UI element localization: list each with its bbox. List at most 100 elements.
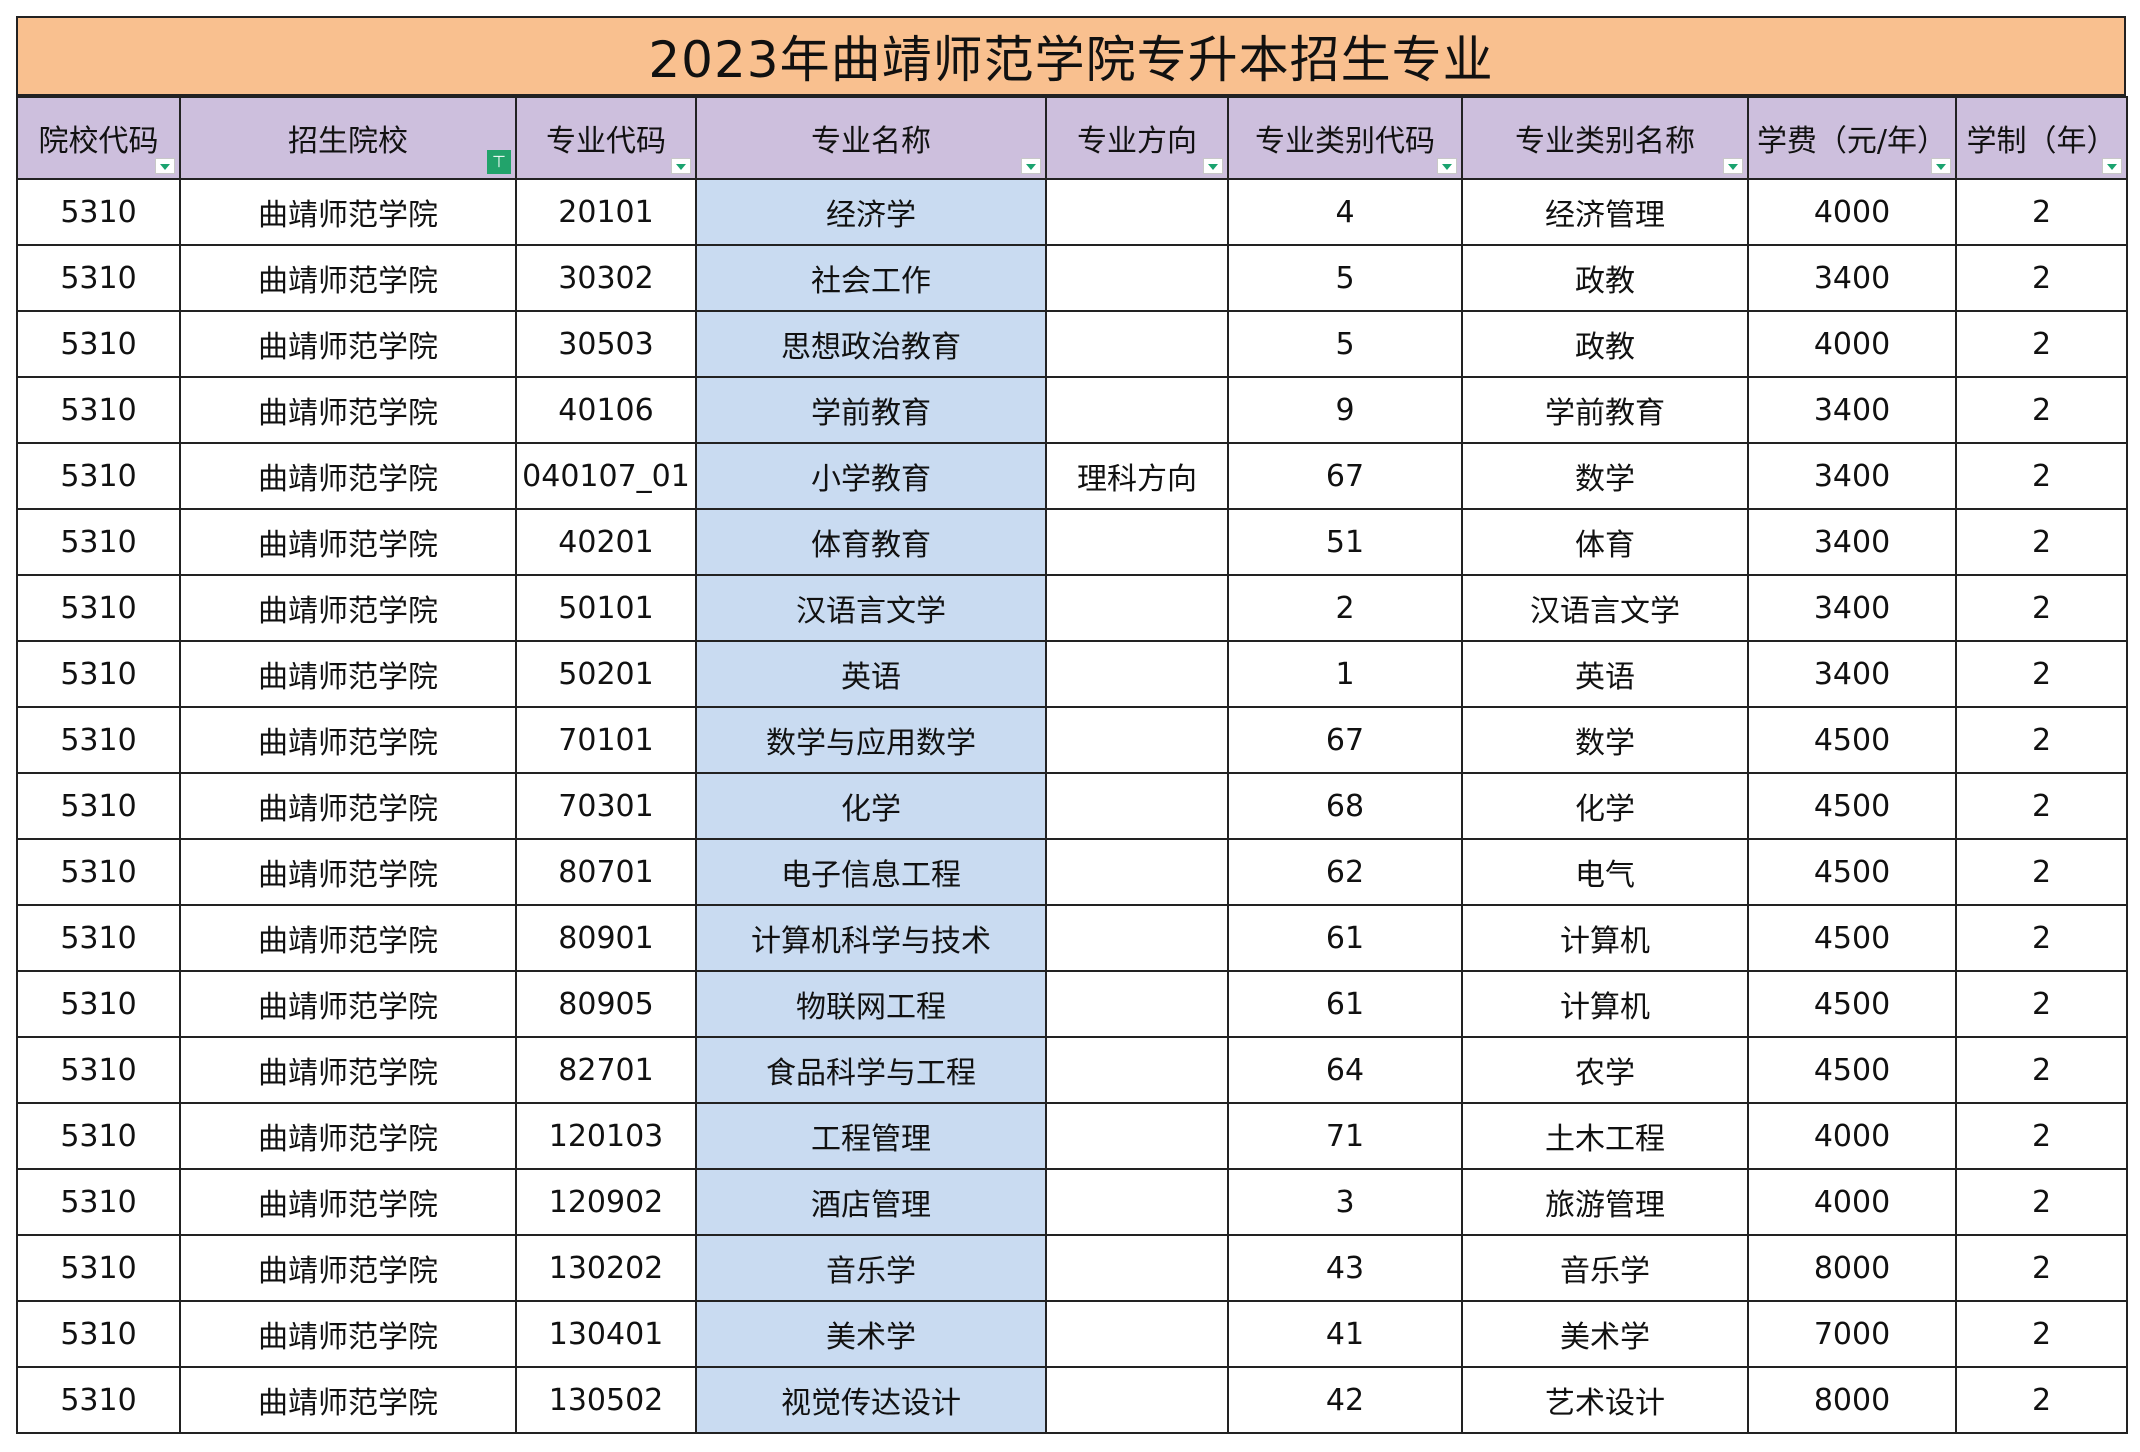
table-cell[interactable]: 5310 — [16, 1036, 181, 1104]
filter-dropdown-icon[interactable] — [1437, 158, 1457, 174]
table-cell[interactable]: 音乐学 — [1461, 1234, 1749, 1302]
table-cell[interactable]: 3400 — [1747, 376, 1957, 444]
table-cell[interactable]: 计算机 — [1461, 970, 1749, 1038]
table-cell[interactable] — [1045, 1366, 1229, 1434]
table-cell[interactable]: 43 — [1227, 1234, 1463, 1302]
table-cell[interactable]: 67 — [1227, 706, 1463, 774]
table-cell[interactable]: 汉语言文学 — [695, 574, 1047, 642]
table-cell[interactable]: 2 — [1955, 1300, 2128, 1368]
table-cell[interactable]: 曲靖师范学院 — [179, 178, 517, 246]
table-cell[interactable]: 5 — [1227, 244, 1463, 312]
table-cell[interactable]: 曲靖师范学院 — [179, 640, 517, 708]
table-cell[interactable]: 曲靖师范学院 — [179, 1300, 517, 1368]
table-cell[interactable]: 曲靖师范学院 — [179, 1366, 517, 1434]
table-cell[interactable]: 70101 — [515, 706, 697, 774]
table-cell[interactable]: 62 — [1227, 838, 1463, 906]
table-cell[interactable]: 5310 — [16, 706, 181, 774]
table-cell[interactable]: 5310 — [16, 574, 181, 642]
table-cell[interactable]: 2 — [1955, 1036, 2128, 1104]
table-cell[interactable]: 土木工程 — [1461, 1102, 1749, 1170]
table-cell[interactable]: 电子信息工程 — [695, 838, 1047, 906]
filter-dropdown-icon[interactable] — [155, 158, 175, 174]
table-cell[interactable]: 曲靖师范学院 — [179, 706, 517, 774]
table-cell[interactable]: 67 — [1227, 442, 1463, 510]
table-cell[interactable]: 2 — [1955, 904, 2128, 972]
table-cell[interactable]: 理科方向 — [1045, 442, 1229, 510]
table-cell[interactable]: 政教 — [1461, 310, 1749, 378]
table-cell[interactable]: 曲靖师范学院 — [179, 442, 517, 510]
table-cell[interactable]: 英语 — [695, 640, 1047, 708]
table-cell[interactable]: 计算机 — [1461, 904, 1749, 972]
table-cell[interactable]: 电气 — [1461, 838, 1749, 906]
table-cell[interactable]: 2 — [1955, 706, 2128, 774]
table-cell[interactable]: 120902 — [515, 1168, 697, 1236]
table-cell[interactable]: 2 — [1955, 1102, 2128, 1170]
table-cell[interactable]: 曲靖师范学院 — [179, 1168, 517, 1236]
table-cell[interactable]: 学前教育 — [695, 376, 1047, 444]
table-cell[interactable]: 30503 — [515, 310, 697, 378]
table-cell[interactable]: 曲靖师范学院 — [179, 376, 517, 444]
table-cell[interactable]: 5310 — [16, 1168, 181, 1236]
table-cell[interactable]: 工程管理 — [695, 1102, 1047, 1170]
table-cell[interactable]: 3400 — [1747, 574, 1957, 642]
table-cell[interactable]: 80905 — [515, 970, 697, 1038]
table-cell[interactable] — [1045, 1168, 1229, 1236]
table-cell[interactable] — [1045, 244, 1229, 312]
table-cell[interactable]: 曲靖师范学院 — [179, 772, 517, 840]
table-cell[interactable]: 美术学 — [1461, 1300, 1749, 1368]
table-cell[interactable]: 61 — [1227, 904, 1463, 972]
table-cell[interactable]: 曲靖师范学院 — [179, 574, 517, 642]
table-cell[interactable]: 2 — [1955, 1366, 2128, 1434]
table-cell[interactable]: 曲靖师范学院 — [179, 904, 517, 972]
column-header[interactable]: 学制（年） — [1955, 96, 2128, 180]
column-header[interactable]: 招生院校 ⊤ — [179, 96, 517, 180]
filter-dropdown-icon[interactable] — [1931, 158, 1951, 174]
table-cell[interactable]: 5310 — [16, 1102, 181, 1170]
table-cell[interactable]: 71 — [1227, 1102, 1463, 1170]
table-cell[interactable]: 数学 — [1461, 706, 1749, 774]
table-cell[interactable]: 2 — [1955, 772, 2128, 840]
table-cell[interactable]: 化学 — [695, 772, 1047, 840]
table-cell[interactable]: 音乐学 — [695, 1234, 1047, 1302]
table-cell[interactable]: 4000 — [1747, 1168, 1957, 1236]
table-cell[interactable]: 3400 — [1747, 640, 1957, 708]
table-cell[interactable]: 数学与应用数学 — [695, 706, 1047, 774]
table-cell[interactable]: 学前教育 — [1461, 376, 1749, 444]
table-cell[interactable]: 计算机科学与技术 — [695, 904, 1047, 972]
column-header[interactable]: 专业名称 — [695, 96, 1047, 180]
table-cell[interactable]: 2 — [1955, 442, 2128, 510]
table-cell[interactable]: 曲靖师范学院 — [179, 1234, 517, 1302]
table-cell[interactable]: 4000 — [1747, 178, 1957, 246]
table-cell[interactable]: 51 — [1227, 508, 1463, 576]
table-cell[interactable]: 5310 — [16, 640, 181, 708]
table-cell[interactable]: 3 — [1227, 1168, 1463, 1236]
table-cell[interactable]: 2 — [1955, 574, 2128, 642]
filter-dropdown-icon[interactable] — [1021, 158, 1041, 174]
table-cell[interactable]: 曲靖师范学院 — [179, 838, 517, 906]
table-cell[interactable] — [1045, 310, 1229, 378]
column-header[interactable]: 专业类别名称 — [1461, 96, 1749, 180]
table-cell[interactable]: 经济学 — [695, 178, 1047, 246]
table-cell[interactable]: 小学教育 — [695, 442, 1047, 510]
table-cell[interactable]: 5310 — [16, 376, 181, 444]
table-cell[interactable]: 5310 — [16, 310, 181, 378]
table-cell[interactable] — [1045, 904, 1229, 972]
table-cell[interactable]: 美术学 — [695, 1300, 1047, 1368]
table-cell[interactable] — [1045, 706, 1229, 774]
table-cell[interactable]: 5 — [1227, 310, 1463, 378]
table-cell[interactable]: 3400 — [1747, 442, 1957, 510]
table-cell[interactable]: 9 — [1227, 376, 1463, 444]
table-cell[interactable] — [1045, 772, 1229, 840]
table-cell[interactable]: 5310 — [16, 970, 181, 1038]
table-cell[interactable]: 2 — [1955, 244, 2128, 312]
table-cell[interactable]: 82701 — [515, 1036, 697, 1104]
table-cell[interactable]: 130202 — [515, 1234, 697, 1302]
table-cell[interactable] — [1045, 640, 1229, 708]
table-cell[interactable]: 4000 — [1747, 1102, 1957, 1170]
table-cell[interactable]: 130502 — [515, 1366, 697, 1434]
table-cell[interactable]: 4500 — [1747, 1036, 1957, 1104]
active-filter-icon[interactable]: ⊤ — [487, 150, 511, 174]
table-cell[interactable] — [1045, 1300, 1229, 1368]
table-cell[interactable]: 数学 — [1461, 442, 1749, 510]
table-cell[interactable]: 80701 — [515, 838, 697, 906]
